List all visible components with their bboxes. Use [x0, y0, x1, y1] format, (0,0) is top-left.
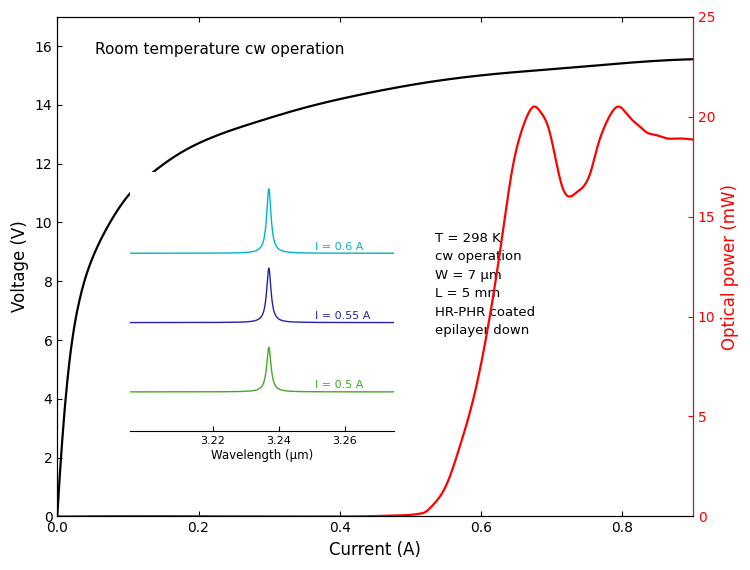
Text: T = 298 K
cw operation
W = 7 μm
L = 5 mm
HR-PHR coated
epilayer down: T = 298 K cw operation W = 7 μm L = 5 mm…: [436, 231, 536, 337]
X-axis label: Current (A): Current (A): [329, 541, 421, 559]
Y-axis label: Optical power (mW): Optical power (mW): [721, 184, 739, 349]
Y-axis label: Voltage (V): Voltage (V): [11, 221, 29, 312]
Text: Room temperature cw operation: Room temperature cw operation: [95, 42, 345, 56]
